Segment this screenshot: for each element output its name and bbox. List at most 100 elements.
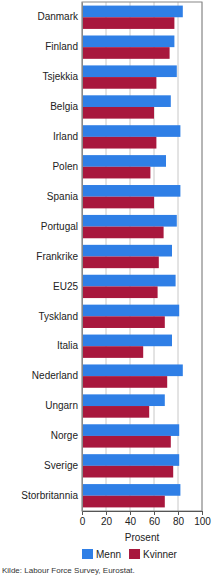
bar	[82, 167, 150, 179]
bar	[82, 436, 171, 448]
bar	[82, 35, 174, 47]
bar	[82, 137, 156, 149]
bar	[82, 406, 149, 418]
x-axis: 0 20 40 60 80 100	[80, 511, 212, 527]
tick-label: 20	[101, 516, 113, 527]
tick: 20	[101, 511, 113, 527]
legend-item: Kvinner	[129, 549, 178, 560]
axis-line	[82, 3, 83, 512]
tick-label: Italia	[57, 340, 79, 351]
tick-label: Portugal	[41, 221, 78, 232]
bar	[82, 95, 171, 107]
tick-label: Polen	[52, 161, 78, 172]
legend-swatch	[82, 549, 93, 559]
tick: Spania	[47, 191, 82, 202]
bar	[82, 466, 173, 478]
bar	[82, 376, 167, 388]
tick: Storbritannia	[21, 490, 82, 501]
plot: 0 20 40 60 80 100 Danmark Finland Tsjekkia Belgia…	[21, 2, 211, 527]
tick-label: Norge	[51, 430, 79, 441]
bars	[82, 6, 183, 508]
bar	[82, 335, 172, 347]
plot-frame	[82, 2, 202, 511]
tick-label: 40	[125, 516, 137, 527]
tick: EU25	[53, 281, 82, 292]
bar	[82, 257, 159, 269]
legend-label: Menn	[96, 549, 121, 560]
bar	[82, 185, 180, 197]
tick: Sverige	[44, 460, 82, 471]
bar	[82, 245, 172, 257]
series	[82, 6, 183, 496]
tick: Norge	[51, 430, 82, 441]
axis-line	[83, 512, 203, 516]
tick-label: 60	[149, 516, 161, 527]
bar	[82, 47, 170, 59]
bar	[82, 197, 154, 209]
bar	[82, 305, 179, 317]
bar	[82, 155, 166, 167]
bar	[82, 275, 176, 287]
tick-label: Spania	[47, 191, 79, 202]
y-axis: Danmark Finland Tsjekkia Belgia Irland Polen S…	[21, 3, 82, 512]
tick: Finland	[45, 41, 82, 52]
tick-mark	[106, 511, 107, 515]
bar	[82, 227, 164, 239]
tick-mark	[202, 511, 203, 515]
tick-mark	[178, 511, 179, 515]
bar	[82, 394, 165, 406]
tick: 40	[125, 511, 137, 527]
source: Kilde: Labour Force Survey, Eurostat.	[2, 566, 135, 575]
bar	[82, 484, 180, 496]
tick: Portugal	[41, 221, 82, 232]
tick: Nederland	[32, 370, 82, 381]
tick: 100	[194, 511, 211, 527]
bar	[82, 346, 143, 358]
tick-label: Tyskland	[39, 311, 78, 322]
bar	[82, 125, 180, 137]
tick: Irland	[53, 131, 82, 142]
tick: Polen	[52, 161, 82, 172]
legend-label: Kvinner	[143, 549, 178, 560]
tick-label: 80	[173, 516, 185, 527]
tick: Frankrike	[36, 251, 82, 262]
tick: Danmark	[37, 11, 82, 22]
legend: Menn Kvinner	[82, 549, 178, 560]
tick-label: Sverige	[44, 460, 78, 471]
bar	[82, 65, 177, 77]
tick-mark	[82, 511, 83, 515]
tick: 60	[149, 511, 161, 527]
tick-label: Storbritannia	[21, 490, 78, 501]
bar	[82, 316, 165, 328]
legend-item: Menn	[82, 549, 121, 560]
bar	[82, 107, 154, 119]
tick: 80	[173, 511, 185, 527]
tick-label: EU25	[53, 281, 78, 292]
bar	[82, 496, 165, 508]
tick-mark	[130, 511, 131, 515]
tick: 0	[80, 511, 86, 527]
tick-mark	[154, 511, 155, 515]
tick-label: Tsjekkia	[42, 71, 78, 82]
grid	[82, 2, 202, 511]
bar	[82, 364, 183, 376]
tick: Tsjekkia	[42, 71, 82, 82]
series	[82, 17, 174, 507]
tick-label: Irland	[53, 131, 78, 142]
bar	[82, 215, 177, 227]
tick-label: Finland	[45, 41, 78, 52]
tick-label: Danmark	[37, 11, 79, 22]
tick-label: Frankrike	[36, 251, 78, 262]
tick-label: Nederland	[32, 370, 78, 381]
bar	[82, 286, 158, 298]
tick: Belgia	[50, 101, 82, 112]
axis-title: Prosent	[125, 532, 160, 543]
tick: Ungarn	[45, 400, 82, 411]
tick: Tyskland	[39, 311, 82, 322]
tick-label: Ungarn	[45, 400, 78, 411]
chart: 0 20 40 60 80 100 Danmark Finland Tsjekkia Belgia…	[0, 0, 215, 577]
bar	[82, 17, 174, 29]
bar	[82, 454, 179, 466]
tick-label: Belgia	[50, 101, 78, 112]
bar	[82, 424, 179, 436]
